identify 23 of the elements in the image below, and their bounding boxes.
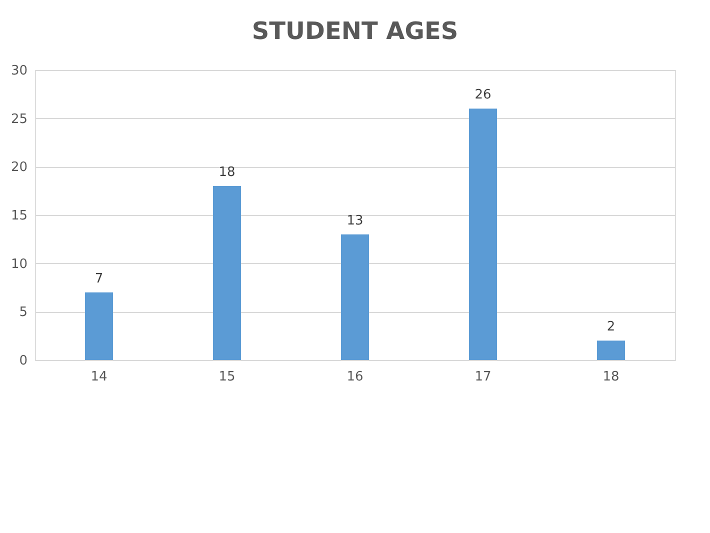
y-tick-label: 30 (10, 64, 28, 78)
data-label: 26 (474, 88, 492, 103)
x-tick-label: 14 (90, 370, 108, 384)
data-label: 7 (94, 271, 104, 286)
x-tick-label: 16 (346, 370, 364, 384)
x-tick-label: 18 (602, 370, 620, 384)
x-tick-label: 17 (474, 370, 492, 384)
y-tick-label: 10 (10, 256, 28, 272)
bar (469, 108, 497, 360)
bar (597, 340, 625, 360)
y-tick-label: 25 (10, 112, 28, 127)
chart-title: STUDENT AGES (252, 17, 458, 45)
bar (85, 292, 113, 360)
y-tick-label: 20 (10, 160, 28, 176)
bar (341, 234, 369, 360)
data-label: 2 (606, 320, 616, 335)
bar (213, 186, 241, 360)
data-label: 13 (346, 213, 364, 228)
data-label: 18 (218, 165, 236, 180)
x-tick-label: 15 (218, 370, 236, 384)
y-tick-label: 15 (10, 208, 28, 224)
y-tick-label: 0 (19, 354, 28, 368)
y-tick-label: 5 (19, 305, 28, 320)
